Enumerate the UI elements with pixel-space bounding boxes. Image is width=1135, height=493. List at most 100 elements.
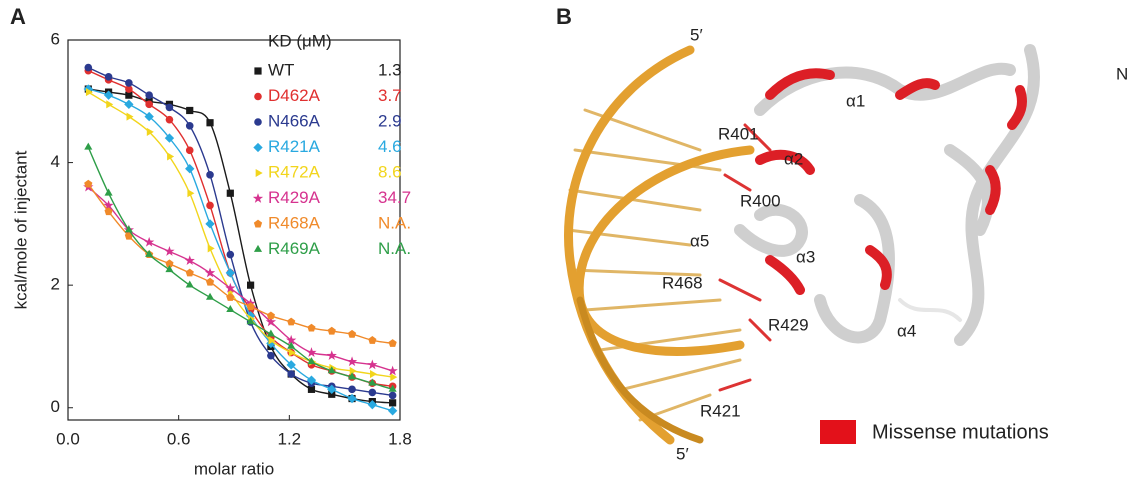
fit-line bbox=[88, 89, 392, 411]
structure-label: α3 bbox=[796, 247, 815, 266]
structure-label: 5′ bbox=[690, 25, 703, 44]
data-point bbox=[389, 392, 397, 400]
y-tick-label: 6 bbox=[51, 29, 60, 48]
x-tick-label: 1.2 bbox=[278, 429, 302, 448]
data-point bbox=[125, 79, 133, 87]
data-point bbox=[307, 324, 315, 332]
data-point bbox=[124, 100, 133, 109]
y-axis-label: kcal/mole of injectant bbox=[11, 150, 30, 309]
data-point bbox=[84, 143, 92, 150]
x-axis-label: molar ratio bbox=[194, 459, 274, 478]
legend-kd: N.A. bbox=[378, 213, 411, 232]
legend-label: R469A bbox=[268, 239, 321, 258]
structure-label: R429 bbox=[768, 315, 809, 334]
data-point bbox=[388, 406, 397, 415]
legend-kd: 34.7 bbox=[378, 188, 411, 207]
data-point bbox=[327, 350, 337, 360]
panel-label: A bbox=[10, 4, 26, 29]
figure: A molar ratio kcal/mole of injectant KD … bbox=[0, 0, 1135, 488]
data-point bbox=[306, 347, 316, 357]
legend-label: WT bbox=[268, 60, 294, 79]
data-point bbox=[227, 190, 234, 197]
data-point bbox=[369, 389, 377, 397]
data-point bbox=[206, 278, 214, 286]
data-point bbox=[185, 255, 195, 265]
structure-label: α1 bbox=[846, 91, 865, 110]
structure-label: R400 bbox=[740, 191, 781, 210]
fit-line bbox=[88, 68, 392, 396]
structure bbox=[568, 50, 1034, 440]
data-point bbox=[84, 64, 92, 72]
data-point bbox=[206, 119, 213, 126]
structure-label: R401 bbox=[718, 124, 759, 143]
data-point bbox=[389, 339, 397, 347]
data-point bbox=[145, 91, 153, 99]
data-point bbox=[347, 356, 357, 366]
legend-kd: 8.6 bbox=[378, 162, 402, 181]
data-point bbox=[267, 311, 275, 319]
legend-label: R429A bbox=[268, 188, 321, 207]
legend-kd: 2.9 bbox=[378, 111, 402, 130]
data-point bbox=[185, 164, 194, 173]
y-tick-label: 0 bbox=[51, 397, 60, 416]
legend-label: D462A bbox=[268, 86, 321, 105]
legend-label: N466A bbox=[268, 111, 321, 130]
legend-kd: N.A. bbox=[378, 239, 411, 258]
data-point bbox=[105, 189, 113, 196]
fit-line bbox=[88, 147, 392, 389]
data-point bbox=[287, 370, 295, 378]
data-point bbox=[166, 116, 174, 124]
data-point bbox=[227, 251, 235, 259]
structure-label: α2 bbox=[784, 149, 803, 168]
x-tick-label: 1.8 bbox=[388, 429, 412, 448]
x-tick-label: 0.0 bbox=[56, 429, 80, 448]
data-point bbox=[370, 370, 377, 378]
legend-marker bbox=[254, 67, 261, 74]
data-point bbox=[267, 352, 275, 360]
data-point bbox=[145, 101, 153, 109]
structure-label: R468 bbox=[662, 273, 703, 292]
data-point bbox=[205, 219, 214, 228]
legend-label: R421A bbox=[268, 137, 321, 156]
data-point bbox=[206, 171, 214, 179]
legend-marker bbox=[254, 220, 262, 228]
data-point bbox=[166, 104, 174, 112]
data-point bbox=[105, 73, 113, 81]
legend-kd: 4.6 bbox=[378, 137, 402, 156]
legend-label: R468A bbox=[268, 213, 321, 232]
structure-label: α4 bbox=[897, 321, 916, 340]
data-point bbox=[226, 293, 234, 301]
data-point bbox=[390, 373, 397, 381]
data-point bbox=[247, 282, 254, 289]
data-point bbox=[144, 237, 154, 247]
legend-kd: 1.3 bbox=[378, 60, 402, 79]
structure-label: 5′ bbox=[676, 444, 689, 463]
data-point bbox=[186, 269, 194, 277]
data-point bbox=[389, 399, 396, 406]
data-point bbox=[368, 336, 376, 344]
legend-label: Missense mutations bbox=[872, 421, 1049, 443]
data-point bbox=[348, 330, 356, 338]
fit-line bbox=[88, 89, 392, 403]
fit-line bbox=[88, 71, 392, 387]
x-tick-label: 0.6 bbox=[167, 429, 191, 448]
legend-marker bbox=[253, 193, 263, 203]
data-point bbox=[186, 147, 194, 155]
data-point bbox=[387, 366, 397, 376]
legend-marker bbox=[254, 118, 262, 126]
data-point bbox=[206, 202, 214, 210]
data-point bbox=[367, 359, 377, 369]
legend-kd: 3.7 bbox=[378, 86, 402, 105]
structure-label: R421 bbox=[700, 401, 741, 420]
y-tick-label: 2 bbox=[51, 275, 60, 294]
fit-line bbox=[88, 187, 392, 371]
fit-line bbox=[88, 184, 392, 343]
data-point bbox=[186, 122, 194, 130]
legend-title: KD (μM) bbox=[268, 31, 332, 50]
panel-label: B bbox=[556, 4, 572, 29]
data-point bbox=[348, 386, 356, 394]
data-point bbox=[164, 246, 174, 256]
legend-swatch bbox=[820, 420, 856, 444]
structure-label: α5 bbox=[690, 231, 709, 250]
data-point bbox=[186, 107, 193, 114]
